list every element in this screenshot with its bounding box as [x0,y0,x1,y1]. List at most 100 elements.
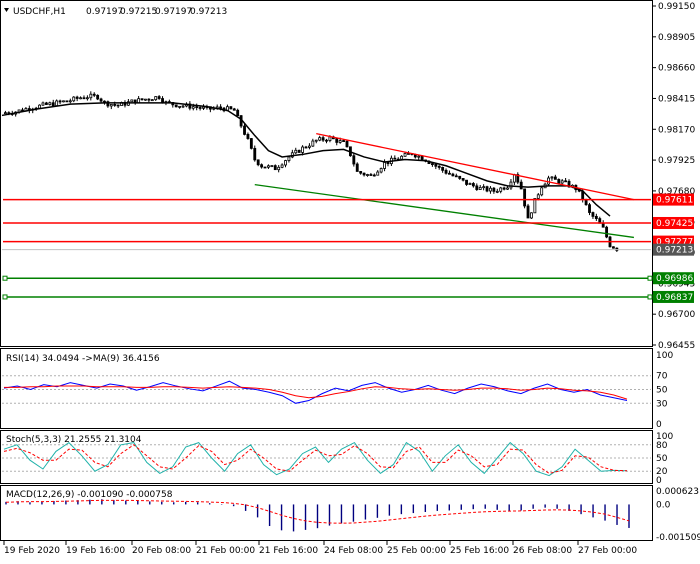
time-axis: 19 Feb 2020 19 Feb 16:00 20 Feb 08:00 21 Fe… [3,541,637,556]
candle-body [325,139,328,142]
indicator-tick-label: 0 [656,476,662,486]
macd-signal-line [5,499,630,524]
candle-body [386,161,390,165]
candle-body [82,97,86,100]
candle-body [444,169,448,174]
indicator-tick-label: 0 [656,420,662,430]
candle-body [478,186,482,190]
candle-body [321,137,325,141]
candle-body [379,168,383,173]
level-anchor-right [647,275,653,281]
candle-body [342,140,346,142]
rsi-title: RSI(14) 34.0494 ->MA(9) 36.4156 [6,354,160,364]
candle-body [280,164,284,168]
candle-body [85,97,89,100]
price-level-tag [653,216,694,229]
candle-body [58,100,62,103]
stoch-signal-line [3,444,628,474]
candle-body [79,97,82,100]
price-tick-label: 0.98660 [658,64,695,74]
rsi-ma-line [4,385,628,400]
candle-body [99,98,103,102]
macd-panel: 0.000623 0.0 -0.001509 [5,487,700,543]
candle-body [461,178,465,181]
candle-body [475,185,479,190]
candle-body [103,100,106,103]
candle-body [526,205,530,219]
candle-body [338,140,342,143]
candle-body [383,161,386,169]
price-level-tag-label: 0.97611 [656,196,693,206]
candle-body [181,105,185,108]
candle-body [492,187,496,192]
stoch-title: Stoch(5,3,3) 21.2555 21.3104 [6,435,142,445]
price-level-tag [653,290,694,303]
stoch-main-line [3,441,628,477]
candle-body [195,106,199,109]
candle-body [437,165,441,168]
candle-body [471,183,475,187]
candle-body [51,102,55,107]
candle-body [48,102,52,105]
candle-body [232,108,236,111]
macd-title: MACD(12,26,9) -0.001090 -0.000758 [6,490,173,500]
candle-body [260,164,264,168]
candle-body [465,179,468,185]
candle-body [304,146,308,149]
indicator-tick-label: 100 [656,432,673,442]
time-tick-label: 26 Feb 08:00 [513,546,572,556]
price-tick-label: 0.97680 [658,187,695,197]
ohlc-close: 0.97213 [190,7,227,17]
candle-body [458,175,462,179]
candle-body [530,212,533,219]
candle-body [328,136,332,141]
current-price-tag [653,243,694,256]
candle-body [113,104,117,106]
candle-body [157,96,161,99]
collapse-triangle-icon[interactable] [4,8,9,12]
candle-body [178,105,182,108]
symbol-header: USDCHF,H1 [13,7,66,17]
candle-body [318,137,322,141]
time-tick-label: 20 Feb 08:00 [132,546,191,556]
candle-body [38,104,41,109]
candle-body [468,183,472,185]
time-tick-label: 21 Feb 16:00 [259,546,318,556]
indicator-tick-label: 70 [656,372,668,382]
indicator-tick-label: 50 [656,454,668,464]
time-tick-label: 19 Feb 2020 [4,546,60,556]
candle-body [314,139,318,142]
indicator-tick-label: 80 [656,441,668,451]
candle-body [263,166,267,169]
time-tick-label: 19 Feb 16:00 [66,546,125,556]
candle-body [89,93,93,99]
candle-body [451,173,455,177]
candle-body [311,140,315,147]
candle-body [229,106,233,110]
candle-body [243,125,246,135]
candle-body [540,187,544,196]
candle-body [116,104,120,107]
rsi-panel: 100 70 50 30 0 [2,351,673,430]
level-anchor-right [647,294,653,300]
candle-body [591,212,595,217]
candle-body [270,165,274,168]
candle-body [55,100,59,107]
candle-body [430,163,434,166]
time-tick-label: 25 Feb 16:00 [450,546,509,556]
candle-body [434,163,438,167]
price-level-tag [653,272,694,285]
candle-body [41,102,45,106]
candle-body [355,163,359,172]
stoch-panel-frame [0,430,653,484]
candle-body [502,187,506,190]
candle-body [147,98,151,101]
candle-body [277,166,281,171]
candle-body [612,246,615,249]
candle-body [219,106,223,109]
indicator-tick-label: 50 [656,386,668,396]
candle-body [605,226,609,238]
candle-body [249,138,253,149]
candle-body [198,107,202,109]
candle-body [246,133,250,139]
